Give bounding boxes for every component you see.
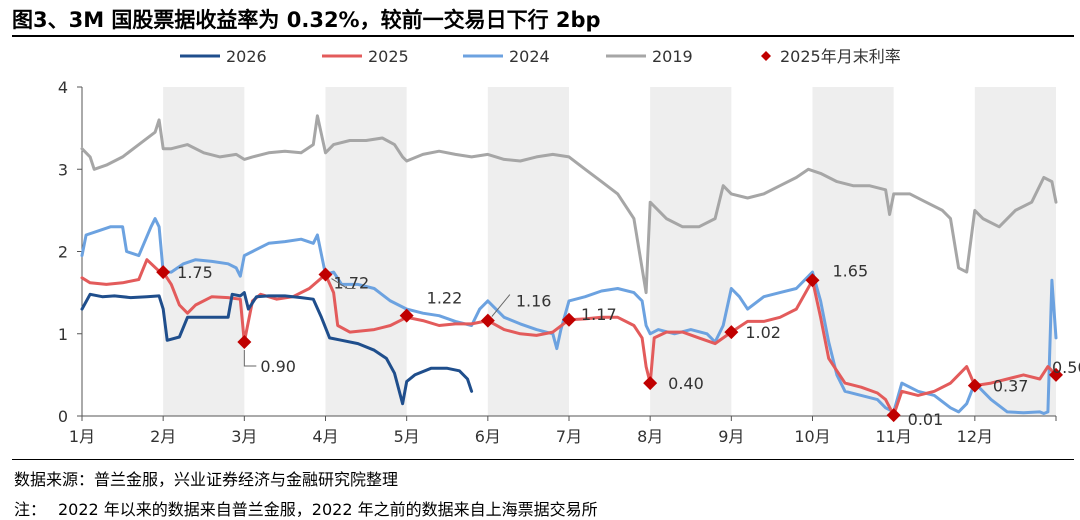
marker-point [399,308,414,323]
leader-line [243,349,257,367]
marker-label: 0.37 [993,377,1029,396]
shade-band-4 [325,87,407,416]
marker-label: 1.22 [427,289,463,308]
marker-point [318,267,333,282]
marker-label: 1.65 [833,261,869,280]
marker-point [724,325,739,340]
marker-point [156,265,171,280]
shade-band-2 [163,87,245,416]
leader-line [331,278,356,290]
shade-band-8 [650,87,732,416]
marker-point [480,313,495,328]
leader-line [491,294,511,317]
x-tick-label: 2月 [150,427,176,446]
title-divider [12,35,1074,37]
marker-point [886,408,901,423]
marker-label: 1.72 [334,274,370,293]
marker-labels: 1.75 0.90 1.72 1.22 1.16 1.17 0.40 1.02 1.65 0.01… [177,261,1080,429]
marker-label: 0.90 [260,357,296,376]
x-tick-label: 12月 [957,427,993,446]
legend-label: 2024 [509,47,550,66]
month-end-markers [156,265,1063,423]
legend-label: 2026 [226,47,267,66]
shade-band-6 [487,87,569,416]
legend-label: 2019 [652,47,693,66]
legend-label: 2025 [368,47,409,66]
footnote-label: 注： [14,500,47,519]
legend: 2026 2025 2024 2019 2025年月末利率 [180,47,901,66]
series-line-2019 [80,114,1058,295]
marker-point [1049,367,1063,382]
y-tick-label: 4 [58,78,68,97]
marker-label: 1.17 [581,305,617,324]
footnote-text: 2022 年以来的数据来自普兰金服，2022 年之前的数据来自上海票据交易所 [58,500,598,519]
footnote: 注： 2022 年以来的数据来自普兰金服，2022 年之前的数据来自上海票据交易所 [14,496,598,520]
x-tick-label: 11月 [875,427,911,446]
figure-title: 图3、3M 国股票据收益率为 0.32%，较前一交易日下行 2bp [12,8,601,32]
x-tick-label: 1月 [69,427,95,446]
shade-band-10 [812,87,894,416]
marker-label: 0.50 [1052,358,1080,377]
x-tick-label: 4月 [312,427,338,446]
marker-point [805,273,820,288]
legend-label: 2025年月末利率 [780,47,901,66]
x-tick-label: 8月 [637,427,663,446]
marker-label: 1.75 [177,263,213,282]
marker-label: 1.02 [745,323,781,342]
marker-point [643,376,658,391]
marker-label: 0.01 [908,410,944,429]
y-tick-label: 2 [58,243,68,262]
legend-swatch-markers [761,51,771,61]
x-tick-label: 10月 [794,427,830,446]
x-tick-label: 5月 [394,427,420,446]
series-line-2024 [80,217,1058,415]
footer-divider [12,459,1074,460]
marker-point [237,334,252,349]
marker-point [967,378,982,393]
shade-band-12 [974,87,1056,416]
series-line-2026 [80,291,474,406]
x-tick-label: 7月 [556,427,582,446]
marker-label: 0.40 [668,374,704,393]
x-tick-label: 6月 [475,427,501,446]
x-tick-label: 3月 [231,427,257,446]
x-tick-label: 9月 [718,427,744,446]
source-note: 数据来源：普兰金服，兴业证券经济与金融研究院整理 [14,470,399,489]
y-tick-label: 3 [58,160,68,179]
y-tick-label: 0 [58,407,68,426]
marker-label: 1.16 [516,292,552,311]
y-tick-label: 1 [58,325,68,344]
marker-point [562,312,576,327]
month-bands [163,87,1056,416]
